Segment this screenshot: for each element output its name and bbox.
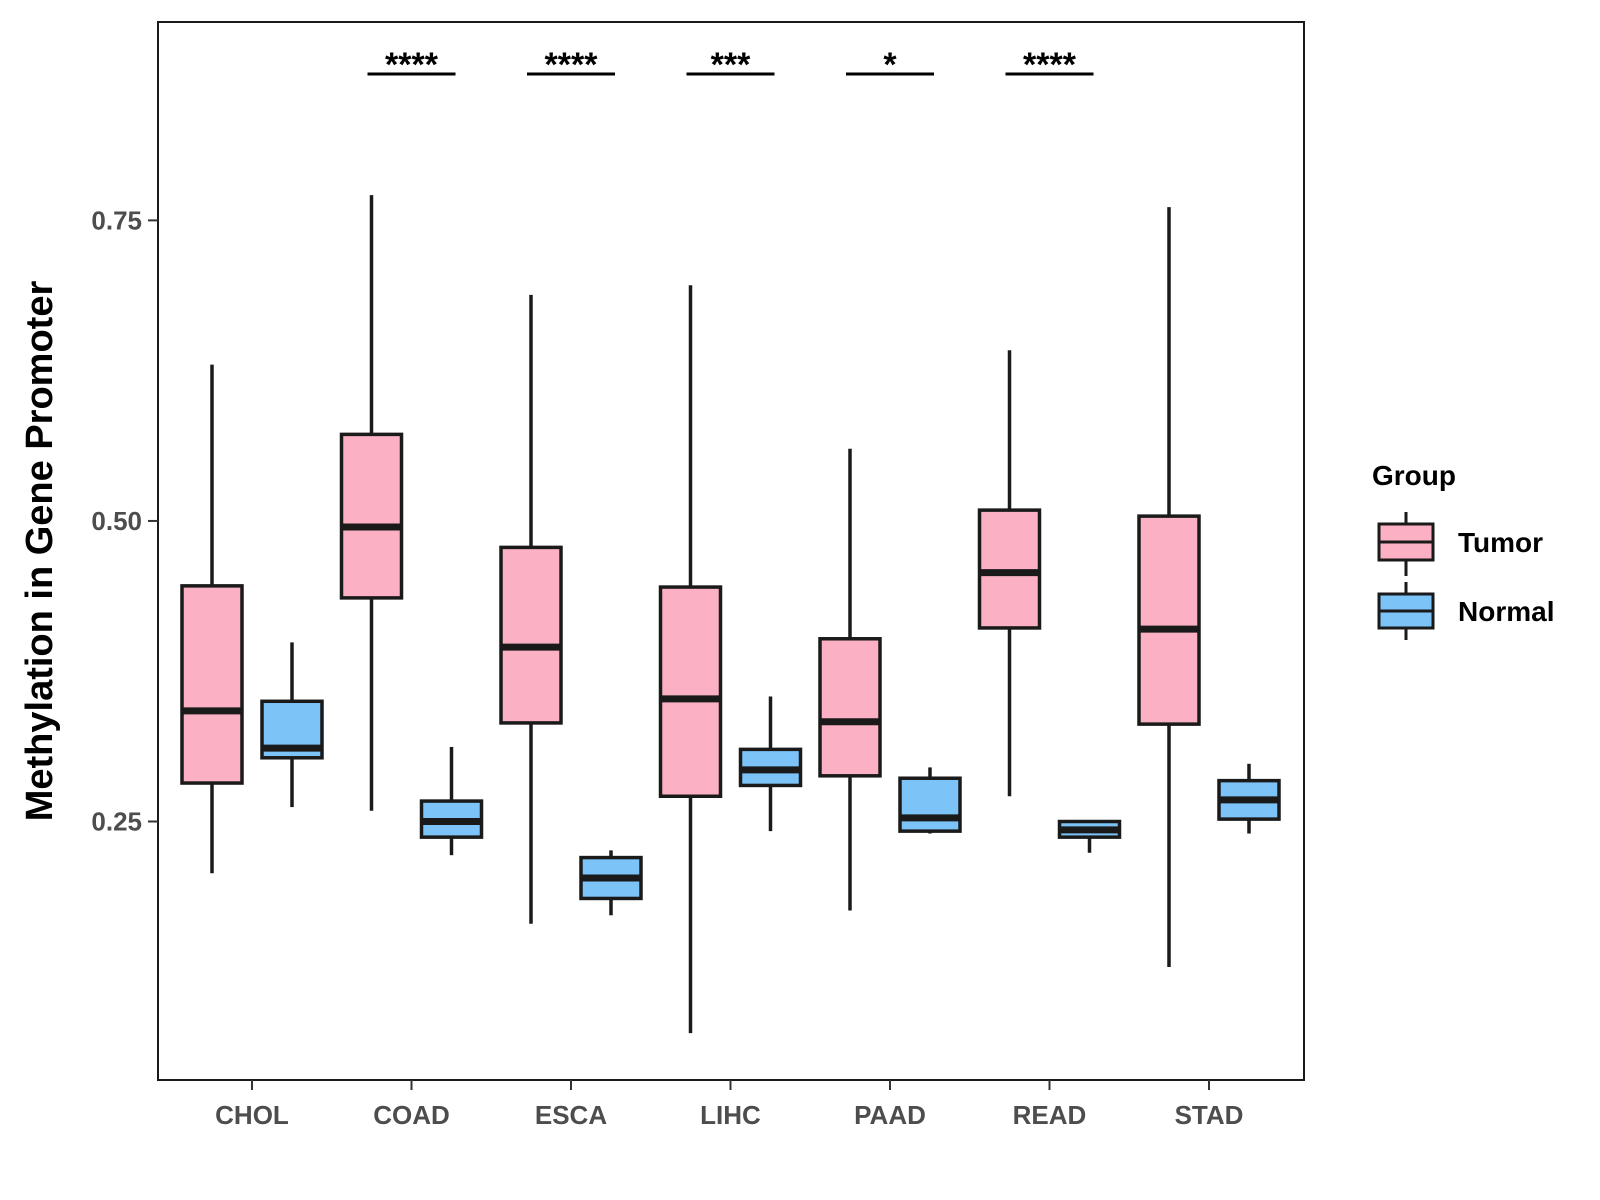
significance-coad: **** <box>367 46 456 84</box>
box-iqr <box>818 637 882 778</box>
box-tumor-lihc <box>658 285 723 1034</box>
box-normal-esca <box>579 850 643 916</box>
x-tick-label: READ <box>1013 1100 1087 1130</box>
box-iqr <box>1137 514 1201 726</box>
significance-label: **** <box>385 46 439 84</box>
x-tick-label: ESCA <box>535 1100 607 1130</box>
box-normal-lihc <box>738 696 803 832</box>
box-iqr <box>977 508 1042 630</box>
box-tumor-esca <box>499 294 563 924</box>
significance-paad: * <box>846 46 934 84</box>
box-tumor-read <box>977 350 1042 797</box>
x-tick-label: CHOL <box>215 1100 289 1130</box>
box-normal-stad <box>1217 763 1281 834</box>
legend-label-normal: Normal <box>1458 596 1554 627</box>
y-axis-title: Methylation in Gene Promoter <box>19 281 61 822</box>
significance-label: *** <box>711 46 751 84</box>
significance-layer: **** **** *** * **** <box>367 46 1094 84</box>
box-tumor-stad <box>1137 207 1201 967</box>
box-iqr <box>180 584 244 785</box>
box-tumor-paad <box>818 448 882 911</box>
significance-label: **** <box>545 46 599 84</box>
legend: Group Tumor Normal <box>1372 460 1554 640</box>
plot-panel <box>157 21 1305 1081</box>
x-tick-label: LIHC <box>700 1100 761 1130</box>
box-tumor-chol <box>180 364 244 874</box>
significance-esca: **** <box>527 46 615 84</box>
axis-layer: 0.25 0.50 0.75 CHOL COAD ESCA LIHC PAAD READ STAD <box>91 205 1243 1130</box>
box-layer <box>180 195 1281 1034</box>
y-tick-label: 0.50 <box>91 506 142 536</box>
x-tick-label: PAAD <box>854 1100 926 1130</box>
box-iqr <box>339 432 404 600</box>
box-normal-paad <box>898 767 962 834</box>
x-tick-label: STAD <box>1175 1100 1244 1130</box>
box-normal-read <box>1057 819 1122 853</box>
box-normal-chol <box>260 642 324 808</box>
legend-entry-tumor: Tumor <box>1377 512 1543 576</box>
box-iqr <box>898 776 962 833</box>
significance-lihc: *** <box>686 46 775 84</box>
box-tumor-coad <box>339 195 404 811</box>
legend-title: Group <box>1372 460 1456 491</box>
significance-label: **** <box>1023 46 1077 84</box>
significance-read: **** <box>1005 46 1094 84</box>
box-normal-coad <box>419 746 484 856</box>
y-tick-label: 0.25 <box>91 807 142 837</box>
legend-label-tumor: Tumor <box>1458 527 1543 558</box>
x-tick-label: COAD <box>373 1100 450 1130</box>
significance-label: * <box>883 46 897 84</box>
legend-entry-normal: Normal <box>1377 582 1554 640</box>
y-tick-label: 0.75 <box>91 205 142 235</box>
box-iqr <box>658 585 723 799</box>
box-iqr <box>499 545 563 725</box>
